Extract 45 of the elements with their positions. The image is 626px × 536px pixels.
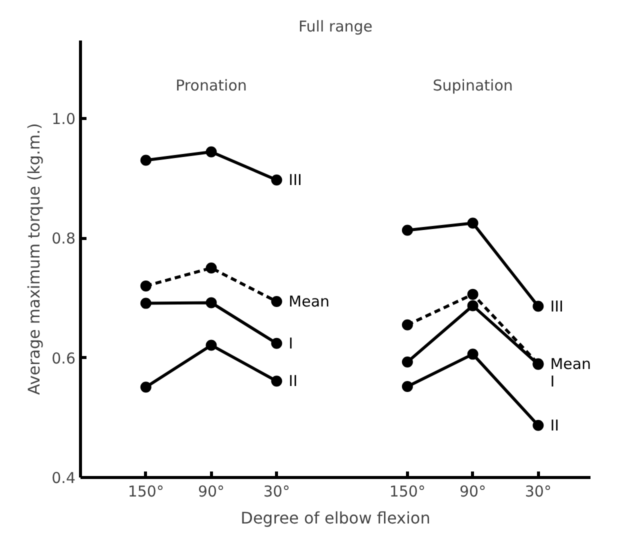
x-axis-title: Degree of elbow flexion — [240, 508, 430, 528]
y-tick-label: 0.4 — [52, 469, 76, 487]
series-label: III — [288, 170, 302, 189]
x-tick-label: 90° — [460, 482, 486, 500]
point — [467, 218, 478, 229]
point — [402, 319, 413, 330]
y-tick-label: 0.6 — [52, 349, 76, 368]
x-tick-label: 150° — [128, 482, 164, 500]
series-label: II — [288, 372, 298, 390]
x-tick-label: 150° — [389, 482, 426, 500]
point — [140, 298, 152, 309]
series-label: I — [550, 372, 555, 391]
x-tick-label: 90° — [198, 482, 225, 500]
series-label: II — [550, 416, 560, 434]
chart-title: Full range — [298, 18, 373, 36]
annotation: Supination — [432, 76, 513, 94]
x-tick-label: 30° — [524, 482, 552, 500]
series-label: I — [288, 334, 294, 352]
series-label: Mean — [288, 292, 330, 311]
point — [271, 296, 282, 307]
point — [271, 338, 282, 349]
point — [271, 376, 282, 387]
point — [140, 382, 152, 393]
point — [206, 146, 217, 158]
y-tick-label: 1.0 — [52, 110, 76, 128]
point — [206, 340, 217, 351]
point — [271, 174, 282, 186]
point — [467, 288, 478, 300]
point — [402, 356, 413, 368]
point — [467, 300, 478, 312]
y-tick-label: 0.8 — [52, 230, 76, 248]
point — [206, 297, 217, 308]
point — [532, 300, 544, 312]
point — [532, 420, 544, 431]
x-tick-label: 30° — [263, 482, 290, 500]
point — [206, 262, 217, 274]
y-axis-title: Average maximum torque (kg.m.) — [24, 123, 44, 395]
annotation: Pronation — [176, 76, 247, 94]
point — [402, 381, 413, 392]
point — [140, 280, 152, 292]
point — [467, 348, 478, 360]
point — [140, 154, 152, 166]
series-label: III — [550, 297, 564, 316]
point — [402, 224, 413, 236]
series-label: Mean — [550, 354, 592, 373]
